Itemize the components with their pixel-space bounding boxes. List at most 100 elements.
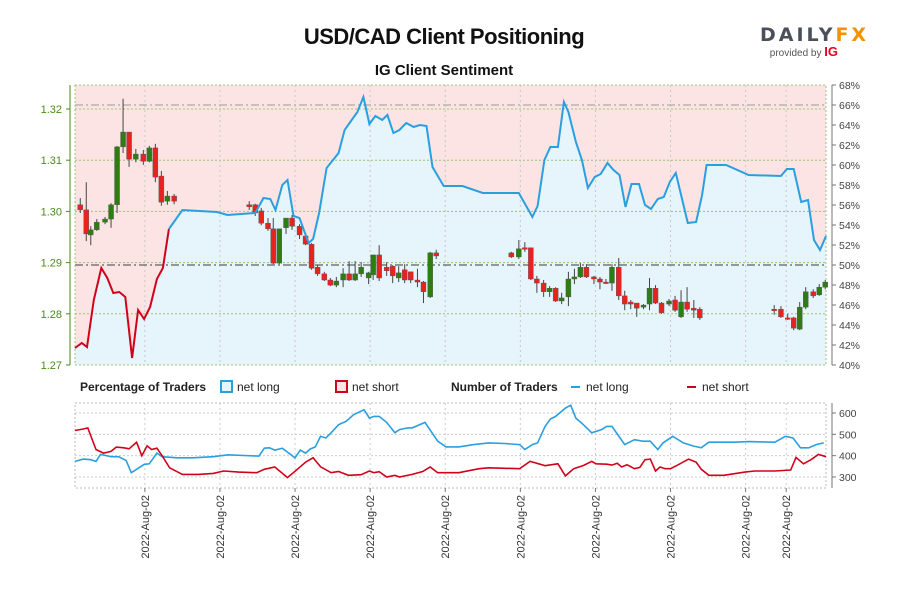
- candle: [616, 257, 622, 300]
- candle-body-bullish: [546, 288, 553, 292]
- candle-body-bullish: [370, 254, 376, 276]
- candle-body-bullish: [333, 280, 340, 286]
- candle: [778, 306, 784, 318]
- candle-body-bearish: [622, 295, 628, 305]
- candle: [246, 201, 252, 210]
- candle: [697, 307, 703, 320]
- candle-body-bearish: [401, 269, 408, 281]
- price-tick-label: 1.32: [41, 104, 62, 116]
- candle-body-bullish: [558, 297, 565, 302]
- candle: [171, 193, 177, 205]
- candle: [414, 268, 421, 288]
- candle-body-bullish: [427, 252, 433, 298]
- candle: [283, 217, 289, 234]
- candle-body-bearish: [628, 301, 634, 305]
- candle: [108, 203, 114, 228]
- candle: [658, 302, 665, 314]
- candle-body-bearish: [684, 301, 690, 310]
- candle-body-bullish: [516, 248, 522, 258]
- candle: [146, 145, 153, 163]
- candle-body-bearish: [791, 317, 797, 329]
- candle-body-bearish: [652, 288, 659, 304]
- candle: [516, 240, 522, 260]
- candle: [558, 292, 565, 305]
- candle: [546, 286, 553, 297]
- candle: [102, 217, 108, 225]
- candle-body-bullish: [102, 218, 108, 223]
- candle: [534, 275, 540, 293]
- legend-pct-net-short[interactable]: net short: [335, 380, 399, 394]
- candle-body-bullish: [577, 267, 584, 278]
- candle: [383, 262, 390, 276]
- candle-body-bearish: [433, 252, 439, 257]
- candle-body-bearish: [383, 267, 390, 271]
- candle-body-bearish: [552, 288, 559, 302]
- candle: [684, 287, 690, 312]
- candle-body-bearish: [314, 267, 321, 275]
- candle-body-bearish: [414, 279, 421, 283]
- legend-num-net-short[interactable]: net short: [687, 380, 749, 394]
- traders-tick-label: 600: [839, 408, 857, 420]
- candle: [407, 271, 414, 284]
- candle: [540, 280, 547, 297]
- candle: [340, 268, 346, 288]
- net-long-swatch-icon: [220, 380, 233, 393]
- candle-body-bearish: [171, 195, 177, 202]
- traders-plot-border: [74, 402, 827, 489]
- percent-tick-label: 62%: [839, 140, 860, 152]
- net-short-line-icon: [687, 386, 696, 388]
- candle: [803, 287, 809, 310]
- candle-body-bearish: [265, 222, 271, 230]
- candle-body-bullish: [797, 306, 803, 330]
- x-tick-label: 2022-Aug-02: [365, 495, 377, 559]
- candle-body-bearish: [346, 273, 352, 281]
- candle-body-bullish: [108, 204, 114, 220]
- candle-body-bearish: [508, 252, 515, 258]
- candle-body-bearish: [634, 302, 640, 309]
- candle-body-bullish: [803, 291, 809, 308]
- chart-title: USD/CAD Client Positioning: [303, 24, 585, 49]
- dailyfx-logo: DAILYFX provided by IG: [760, 24, 866, 59]
- candle: [352, 261, 358, 282]
- candle: [296, 224, 303, 240]
- candle-body-bearish: [597, 278, 603, 283]
- x-tick-label: 2022-Aug-02: [781, 495, 793, 559]
- percent-tick-label: 48%: [839, 280, 860, 292]
- legend-pct-net-long[interactable]: net long: [220, 380, 280, 394]
- logo-brand: DAILYFX: [760, 24, 866, 46]
- candle-body-bearish: [540, 282, 547, 292]
- provided-by-text: provided by: [769, 48, 822, 59]
- candle-body-bullish: [646, 288, 653, 305]
- candle: [771, 305, 777, 315]
- candle-body-bearish: [158, 175, 165, 203]
- candle: [816, 284, 822, 296]
- candle: [678, 290, 684, 318]
- legend-num-net-long[interactable]: net long: [571, 380, 629, 394]
- candle: [433, 249, 439, 260]
- candle: [565, 271, 572, 307]
- traders-tick-label: 500: [839, 429, 857, 441]
- candle-body-bearish: [77, 204, 83, 211]
- traders-line-net-short: [74, 426, 827, 479]
- candle-body-bullish: [358, 267, 364, 275]
- percent-tick-label: 46%: [839, 300, 860, 312]
- x-tick-label: 2022-Aug-02: [140, 495, 152, 559]
- percent-tick-label: 42%: [839, 340, 860, 352]
- price-tick-label: 1.27: [41, 360, 62, 372]
- percent-tick-label: 52%: [839, 240, 860, 252]
- candle-body-bearish: [126, 131, 132, 160]
- candle-body-bearish: [616, 267, 622, 297]
- candle: [120, 98, 126, 154]
- legend-number-title: Number of Traders: [451, 380, 558, 394]
- candle: [158, 170, 165, 206]
- percent-tick-label: 66%: [839, 100, 860, 112]
- candle-body-bearish: [771, 308, 777, 311]
- candle-body-bearish: [140, 153, 147, 162]
- candle-body-bearish: [603, 281, 609, 284]
- candle: [583, 264, 590, 278]
- candle-body-bullish: [822, 281, 828, 288]
- candle-body-bearish: [270, 228, 276, 264]
- candle: [376, 245, 382, 282]
- candle-body-bullish: [283, 217, 289, 228]
- candle-body-bearish: [534, 278, 540, 284]
